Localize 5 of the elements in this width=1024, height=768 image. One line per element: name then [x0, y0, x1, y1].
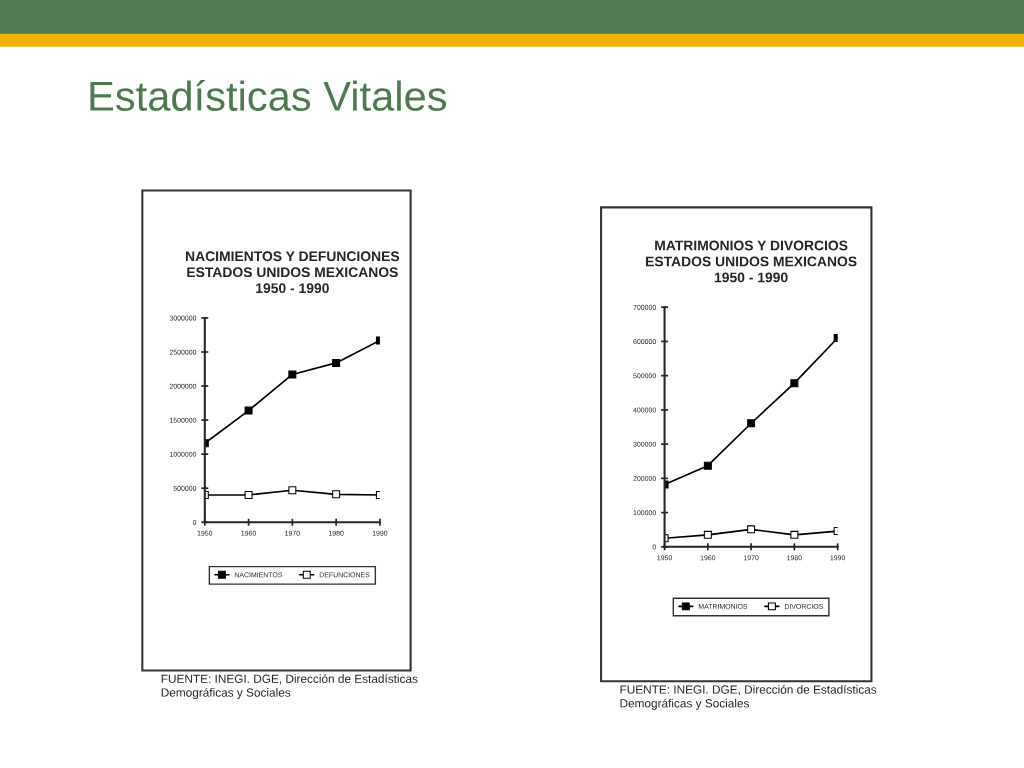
source-note: FUENTE: INEGI. DGE, Dirección de Estadísticas Demográficas y Sociales [161, 674, 418, 700]
chart-title: NACIMIENTOS Y DEFUNCIONES ESTADOS UNIDOS MEXICANOS 1950 - 1990 [186, 251, 400, 294]
chart-title: MATRIMONIOS Y DIVORCIOS ESTADOS UNIDOS MEXICANOS 1950 - 1990 [646, 240, 857, 283]
text: Estadísticas Vitales [90, 79, 447, 112]
source-note: FUENTE: INEGI. DGE, Dirección de Estadísticas Demográficas y Sociales [620, 684, 877, 710]
